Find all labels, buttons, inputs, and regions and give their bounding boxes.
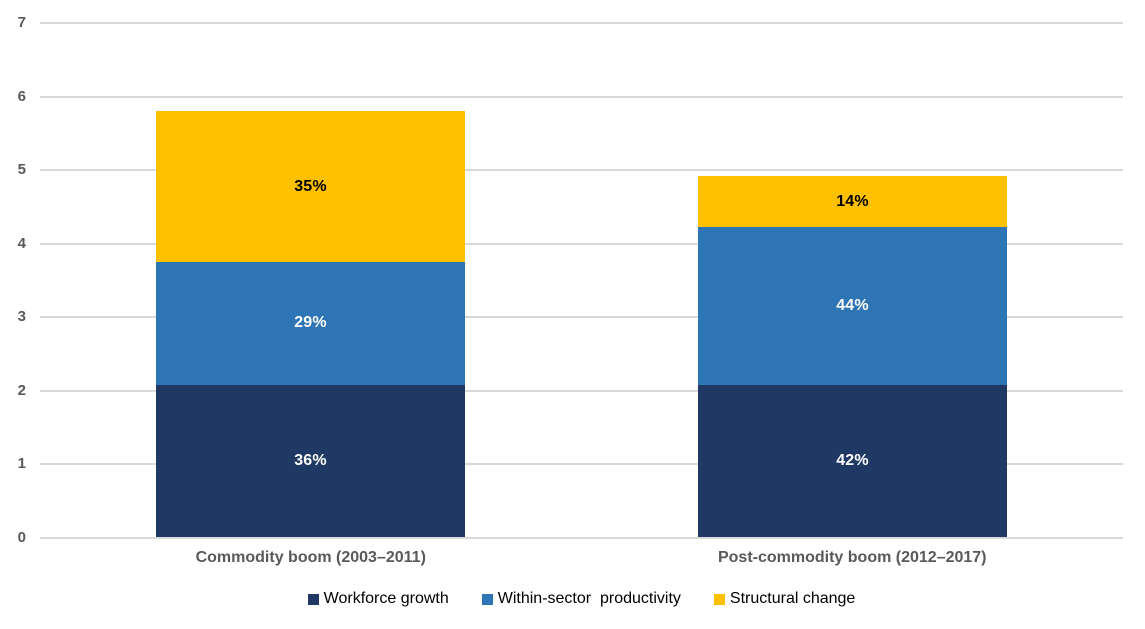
legend: Workforce growth Within-sector productivi… (40, 590, 1123, 608)
gridline-y-7 (40, 22, 1123, 24)
gridline-y-1 (40, 463, 1123, 465)
gridline-y-5 (40, 169, 1123, 171)
legend-item-workforce-growth: Workforce growth (307, 590, 449, 608)
bar-segment-structural-change: 14% (698, 175, 1007, 228)
gridline-y-3 (40, 316, 1123, 318)
bar-segment-label: 44% (836, 297, 869, 315)
legend-item-structural-change: Structural change (713, 590, 856, 608)
gridline-y-2 (40, 389, 1123, 392)
bar-segment-structural-change: 35% (156, 111, 465, 262)
legend-swatch-icon (307, 593, 319, 605)
category-label: Commodity boom (2003–2011) (195, 549, 426, 566)
category-label: Post-commodity boom (2012–2017) (717, 549, 987, 566)
bar-segment-workforce-growth: 42% (698, 385, 1007, 538)
y-axis-tick-label: 6 (17, 87, 26, 105)
bar-segment-within-sector-productivity: 44% (698, 227, 1007, 386)
y-axis-tick-label: 4 (17, 234, 26, 252)
bar-segment-label: 42% (836, 452, 869, 470)
legend-label: Workforce growth (323, 590, 449, 607)
y-axis-tick-label: 3 (17, 308, 26, 325)
y-axis-tick-label: 7 (17, 14, 26, 31)
y-axis-tick-label: 2 (17, 381, 26, 399)
gridline-y-4 (40, 242, 1123, 245)
legend-item-within-sector-productivity: Within-sector productivity (481, 590, 681, 608)
bar-segment-label: 14% (836, 192, 869, 210)
legend-swatch-icon (481, 593, 493, 605)
gridline-y-6 (40, 95, 1123, 98)
y-axis-tick-label: 1 (17, 455, 26, 472)
gridline-y-0 (40, 536, 1123, 539)
y-axis-tick-label: 0 (17, 528, 26, 546)
bar-segment-within-sector-productivity: 29% (156, 261, 465, 385)
bar-segment-label: 36% (294, 452, 327, 470)
bar-segment-workforce-growth: 36% (156, 384, 465, 538)
legend-label: Structural change (729, 590, 856, 607)
y-axis-tick-label: 5 (17, 161, 26, 178)
bar-segment-label: 35% (294, 177, 327, 195)
legend-swatch-icon (713, 593, 725, 605)
legend-label: Within-sector productivity (497, 590, 681, 607)
bar-segment-label: 29% (294, 314, 327, 332)
